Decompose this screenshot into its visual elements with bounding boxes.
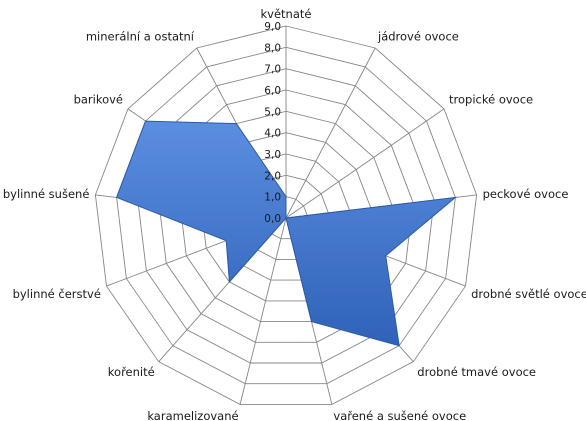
- grid-spoke: [285, 47, 376, 219]
- category-label: bylinné sušené: [3, 187, 90, 201]
- tick-label: 1,0: [264, 192, 281, 204]
- category-label: minerální a ostatní: [86, 30, 195, 44]
- category-label: kořenité: [108, 365, 155, 379]
- category-label: vařené a sušené ovoce: [333, 409, 466, 421]
- tick-label: 3,0: [264, 149, 281, 161]
- value-axis-ticks: 0,0 1,0 2,0 3,0 4,0 5,0 6,0 7,0 8,0 9,0: [264, 21, 281, 225]
- category-labels: květnaté jádrové ovoce tropické ovoce pecko…: [3, 7, 586, 421]
- category-label: bylinné čerstvé: [13, 287, 101, 301]
- category-label: karamelizované: [147, 409, 238, 421]
- tick-label: 0,0: [264, 213, 281, 225]
- grid-spoke: [285, 108, 445, 219]
- category-label: květnaté: [261, 7, 312, 21]
- tick-label: 5,0: [264, 106, 281, 118]
- series-area: [115, 120, 458, 347]
- tick-label: 6,0: [264, 85, 281, 97]
- tick-label: 9,0: [264, 21, 281, 33]
- category-label: drobné světlé ovoce: [471, 287, 586, 301]
- tick-label: 2,0: [264, 170, 281, 182]
- category-label: peckové ovoce: [483, 187, 569, 201]
- category-label: jádrové ovoce: [377, 30, 459, 44]
- category-label: drobné tmavé ovoce: [417, 365, 536, 379]
- tick-label: 8,0: [264, 42, 281, 54]
- grid-ring: [94, 25, 478, 405]
- category-label: barikové: [74, 93, 123, 107]
- category-label: tropické ovoce: [449, 93, 533, 107]
- grid-spoke: [239, 217, 287, 405]
- radar-series: [115, 120, 458, 347]
- tick-label: 4,0: [264, 128, 281, 140]
- tick-label: 7,0: [264, 64, 281, 76]
